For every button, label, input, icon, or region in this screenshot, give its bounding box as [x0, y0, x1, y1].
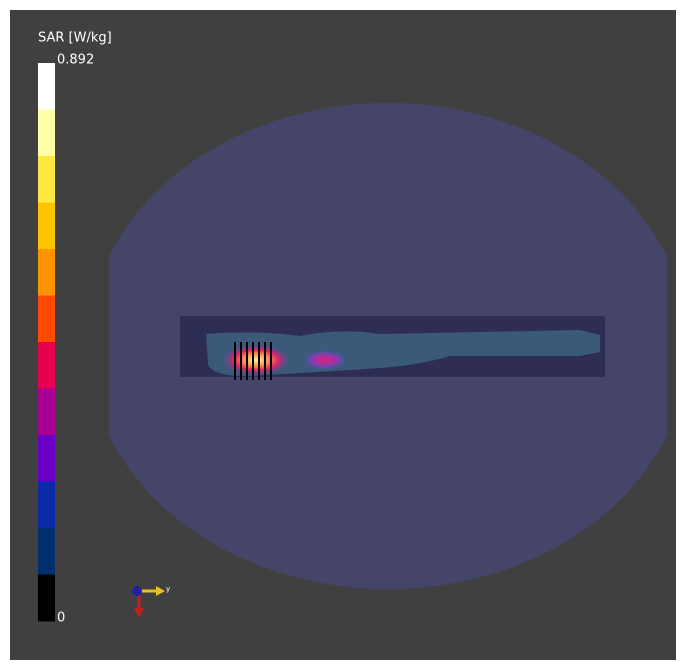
colorbar-segment — [38, 249, 55, 296]
colorbar — [38, 63, 55, 622]
axis-triad: y — [132, 585, 170, 618]
colorbar-segment — [38, 109, 55, 157]
hotspot — [222, 344, 290, 376]
colorbar-segment — [38, 63, 55, 110]
colorbar-segment — [38, 388, 55, 436]
colorbar-segment — [38, 295, 55, 343]
colorbar-segment — [38, 435, 55, 482]
colorbar-min: 0 — [57, 611, 65, 626]
antenna — [234, 342, 272, 380]
colorbar-segment — [38, 574, 55, 622]
colorbar-segment — [38, 528, 55, 575]
triad-axis-label: y — [166, 585, 170, 593]
colorbar-segment — [38, 481, 55, 529]
colorbar-segment — [38, 156, 55, 203]
colorbar-max: 0.892 — [57, 53, 94, 68]
colorbar-segment — [38, 342, 55, 389]
colorbar-title: SAR [W/kg] — [38, 31, 112, 46]
colorbar-segment — [38, 202, 55, 250]
warm-spot — [303, 350, 347, 370]
sar-field — [206, 330, 600, 377]
